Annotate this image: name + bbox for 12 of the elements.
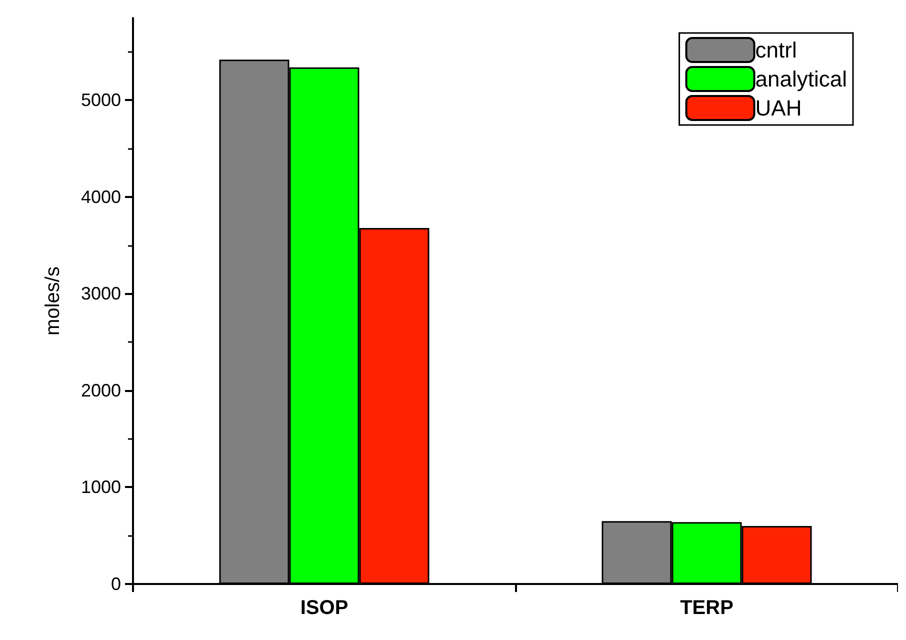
y-tick-label: 3000: [80, 284, 121, 304]
legend-label: UAH: [755, 96, 802, 120]
y-tick-label: 2000: [80, 380, 121, 400]
x-tick-label: ISOP: [300, 597, 348, 619]
y-tick-label: 1000: [80, 477, 121, 498]
legend-label: cntrl: [755, 38, 797, 62]
x-tick-label: TERP: [680, 597, 734, 619]
legend-label: analytical: [755, 66, 847, 92]
y-axis-title: moles/s: [42, 266, 64, 336]
y-tick-label: 5000: [80, 90, 121, 110]
y-tick-label: 0: [110, 574, 121, 594]
y-tick-label: 4000: [80, 186, 121, 207]
